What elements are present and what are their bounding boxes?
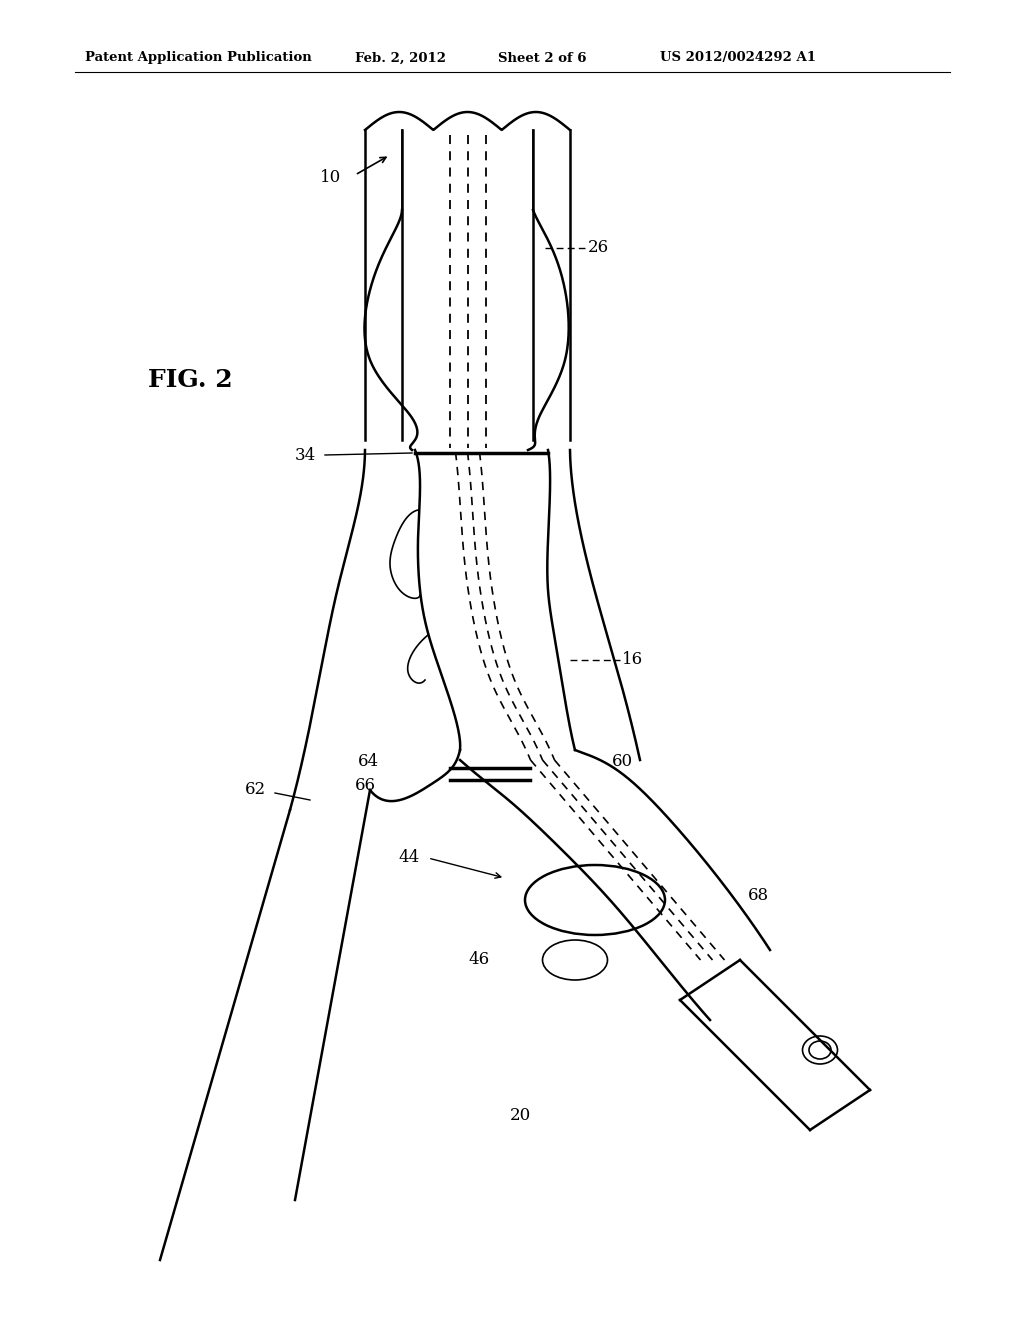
Text: Sheet 2 of 6: Sheet 2 of 6 — [498, 51, 587, 65]
Text: 20: 20 — [510, 1106, 531, 1123]
Text: 46: 46 — [468, 952, 489, 969]
Text: US 2012/0024292 A1: US 2012/0024292 A1 — [660, 51, 816, 65]
Text: Patent Application Publication: Patent Application Publication — [85, 51, 311, 65]
Text: 16: 16 — [622, 652, 643, 668]
Text: 60: 60 — [612, 754, 633, 771]
Text: 66: 66 — [355, 776, 376, 793]
Text: 26: 26 — [588, 239, 609, 256]
Text: FIG. 2: FIG. 2 — [147, 368, 232, 392]
Text: 44: 44 — [398, 850, 419, 866]
Text: Feb. 2, 2012: Feb. 2, 2012 — [355, 51, 446, 65]
Text: 62: 62 — [245, 781, 266, 799]
Text: 34: 34 — [295, 446, 316, 463]
Text: 68: 68 — [748, 887, 769, 903]
Text: 10: 10 — [319, 169, 341, 186]
Text: 64: 64 — [358, 754, 379, 771]
